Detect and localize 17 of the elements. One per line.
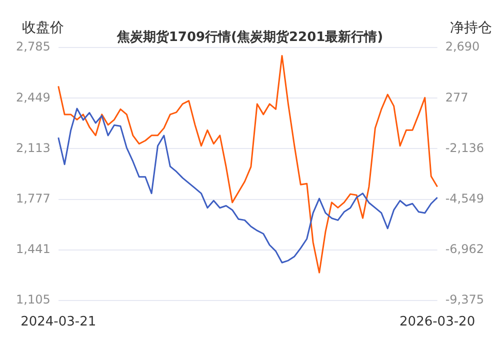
y2-tick-label: 277 bbox=[445, 90, 468, 104]
y2-tick-label: -2,136 bbox=[445, 140, 484, 155]
y2-tick-label: -4,549 bbox=[445, 191, 484, 206]
x-tick-label: 2024-03-21 bbox=[20, 314, 96, 330]
y-tick-label: 1,105 bbox=[16, 292, 50, 307]
y-tick-label: 2,113 bbox=[16, 140, 50, 155]
y-tick-label: 1,777 bbox=[16, 191, 50, 206]
y2-tick-label: 2,690 bbox=[445, 40, 480, 54]
y2-tick-label: -9,375 bbox=[445, 292, 484, 307]
chart-title: 焦炭期货1709行情(焦炭期货2201最新行情) bbox=[116, 29, 384, 46]
x-tick-label: 2026-03-20 bbox=[400, 314, 476, 330]
y2-axis-title: 净持仓 bbox=[450, 20, 492, 36]
y-axis-title: 收盘价 bbox=[22, 20, 64, 36]
y2-tick-label: -6,962 bbox=[445, 242, 484, 256]
y-tick-label: 2,785 bbox=[16, 40, 50, 54]
y-tick-label: 2,449 bbox=[16, 90, 50, 104]
y-tick-label: 1,441 bbox=[16, 242, 50, 256]
